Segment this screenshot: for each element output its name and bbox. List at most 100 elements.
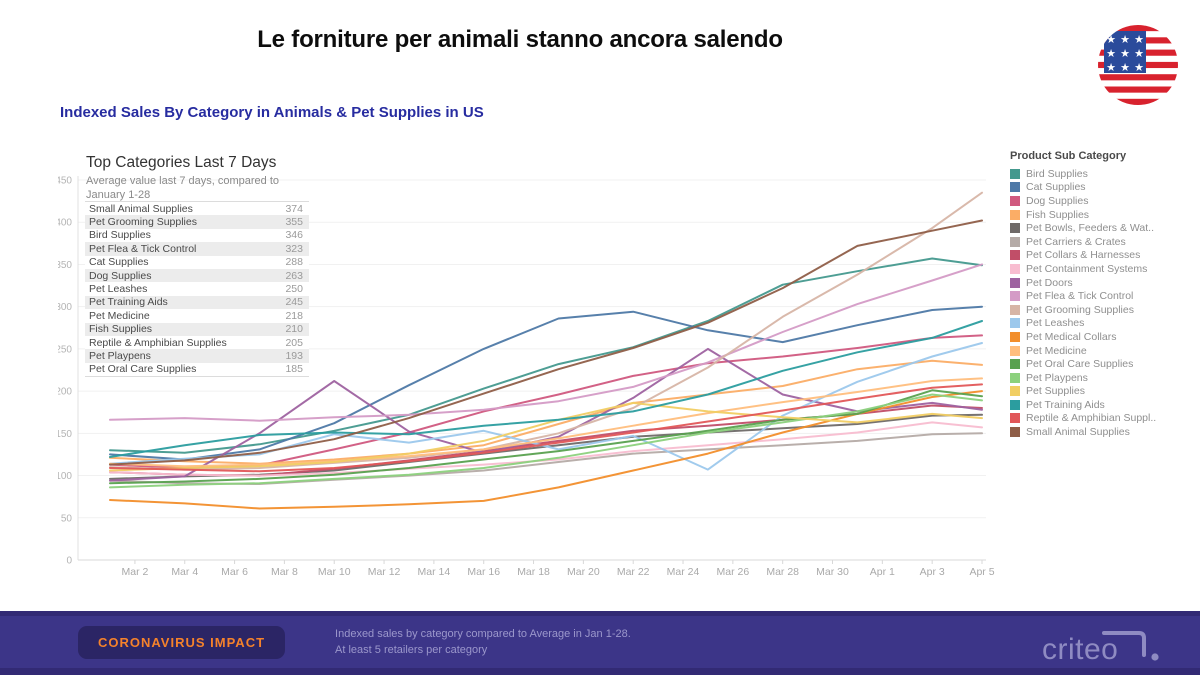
legend-swatch-icon <box>1010 236 1020 247</box>
table-row[interactable]: Pet Grooming Supplies 355 <box>85 215 309 229</box>
series-line[interactable] <box>109 219 983 466</box>
table-row[interactable]: Pet Medicine 218 <box>85 309 309 322</box>
legend-item[interactable]: Pet Bowls, Feeders & Wat.. <box>1010 221 1198 235</box>
table-row[interactable]: Small Animal Supplies 374 <box>85 202 309 215</box>
legend-item[interactable]: Pet Leashes <box>1010 317 1198 331</box>
series-line[interactable] <box>109 263 983 422</box>
table-row-value: 250 <box>285 283 303 296</box>
legend-item[interactable]: Pet Flea & Tick Control <box>1010 289 1198 303</box>
series-line[interactable] <box>109 320 983 458</box>
legend-swatch-icon <box>1010 372 1020 383</box>
svg-text:★: ★ <box>1120 33 1130 46</box>
table-row[interactable]: Cat Supplies 288 <box>85 256 309 269</box>
table-row[interactable]: Pet Flea & Tick Control 323 <box>85 242 309 256</box>
series-line[interactable] <box>109 342 983 471</box>
series-line[interactable] <box>109 390 983 510</box>
x-axis-tick-label: Mar 4 <box>171 566 198 578</box>
series-line[interactable] <box>109 377 983 468</box>
legend-item-label: Bird Supplies <box>1026 167 1088 180</box>
y-axis-tick-label: 150 <box>58 429 72 440</box>
legend-item[interactable]: Pet Training Aids <box>1010 398 1198 412</box>
x-axis-tick-label: Mar 12 <box>368 566 401 578</box>
table-row-label: Pet Playpens <box>89 349 151 362</box>
table-row[interactable]: Bird Supplies 346 <box>85 229 309 242</box>
x-axis-tick-label: Mar 30 <box>816 566 849 578</box>
x-axis-tick-label: Apr 5 <box>969 566 994 578</box>
table-row[interactable]: Dog Supplies 263 <box>85 268 309 283</box>
legend-item[interactable]: Pet Medicine <box>1010 344 1198 358</box>
y-axis-tick-label: 100 <box>58 471 72 482</box>
svg-text:★: ★ <box>1134 61 1144 74</box>
table-row-label: Pet Oral Care Supplies <box>89 363 197 376</box>
x-axis-tick-label: Mar 16 <box>467 566 500 578</box>
table-row[interactable]: Fish Supplies 210 <box>85 322 309 336</box>
table-row[interactable]: Reptile & Amphibian Supplies 205 <box>85 336 309 349</box>
table-row-label: Dog Supplies <box>89 269 152 282</box>
y-axis-tick-label: 400 <box>58 218 72 229</box>
legend-item[interactable]: Pet Doors <box>1010 276 1198 290</box>
x-axis-tick-label: Mar 26 <box>717 566 750 578</box>
legend-swatch-icon <box>1010 359 1020 370</box>
series-line[interactable] <box>109 393 983 489</box>
svg-text:★: ★ <box>1106 61 1116 74</box>
legend-item-label: Pet Flea & Tick Control <box>1026 290 1134 303</box>
svg-text:★: ★ <box>1120 47 1130 60</box>
series-line[interactable] <box>109 389 983 485</box>
table-row[interactable]: Pet Playpens 193 <box>85 349 309 363</box>
table-row-label: Small Animal Supplies <box>89 202 193 215</box>
legend-item-label: Dog Supplies <box>1026 194 1089 207</box>
legend-item-label: Pet Oral Care Supplies <box>1026 358 1134 371</box>
series-line[interactable] <box>109 257 983 454</box>
legend-item[interactable]: Cat Supplies <box>1010 181 1198 195</box>
legend-item-label: Pet Containment Systems <box>1026 262 1148 275</box>
legend-swatch-icon <box>1010 263 1020 274</box>
footer-note-line1: Indexed sales by category compared to Av… <box>335 627 631 640</box>
table-row[interactable]: Pet Training Aids 245 <box>85 295 309 310</box>
series-line[interactable] <box>109 383 983 473</box>
series-line[interactable] <box>109 421 983 477</box>
legend-item[interactable]: Pet Collars & Harnesses <box>1010 249 1198 263</box>
table-row-value: 346 <box>285 229 303 242</box>
legend-item-label: Small Animal Supplies <box>1026 426 1130 439</box>
legend-swatch-icon <box>1010 195 1020 206</box>
x-axis-tick-label: Mar 2 <box>121 566 148 578</box>
series-line[interactable] <box>109 305 983 461</box>
legend-item[interactable]: Pet Carriers & Crates <box>1010 235 1198 249</box>
svg-text:★: ★ <box>1106 33 1116 46</box>
legend-item-label: Pet Carriers & Crates <box>1026 235 1126 248</box>
y-axis-tick-label: 0 <box>66 556 72 567</box>
legend-item[interactable]: Bird Supplies <box>1010 167 1198 181</box>
x-axis-tick-label: Mar 8 <box>271 566 298 578</box>
legend-item[interactable]: Pet Containment Systems <box>1010 262 1198 276</box>
legend-item[interactable]: Dog Supplies <box>1010 194 1198 208</box>
footer-note: Indexed sales by category compared to Av… <box>335 626 631 659</box>
table-row-label: Cat Supplies <box>89 256 149 269</box>
legend-item[interactable]: Pet Medical Collars <box>1010 330 1198 344</box>
panel-title: Top Categories Last 7 Days <box>86 154 277 171</box>
legend-item[interactable]: Pet Oral Care Supplies <box>1010 357 1198 371</box>
legend-swatch-icon <box>1010 331 1020 342</box>
legend-swatch-icon <box>1010 168 1020 179</box>
legend-swatch-icon <box>1010 345 1020 356</box>
legend-item[interactable]: Pet Supplies <box>1010 385 1198 399</box>
legend-swatch-icon <box>1010 291 1020 302</box>
legend-item[interactable]: Pet Grooming Supplies <box>1010 303 1198 317</box>
legend-item[interactable]: Small Animal Supplies <box>1010 425 1198 439</box>
legend-swatch-icon <box>1010 386 1020 397</box>
chart-subtitle-heading: Indexed Sales By Category in Animals & P… <box>60 104 484 121</box>
legend-swatch-icon <box>1010 399 1020 410</box>
legend-items: Bird Supplies Cat Supplies Dog Supplies Fis… <box>1010 167 1198 439</box>
y-axis-tick-label: 200 <box>58 387 72 398</box>
y-axis-tick-label: 350 <box>58 260 72 271</box>
legend-item[interactable]: Pet Playpens <box>1010 371 1198 385</box>
series-line[interactable] <box>109 191 983 471</box>
x-axis-tick-label: Mar 20 <box>567 566 600 578</box>
table-row[interactable]: Pet Leashes 250 <box>85 282 309 295</box>
table-row[interactable]: Pet Oral Care Supplies 185 <box>85 363 309 376</box>
legend-item[interactable]: Reptile & Amphibian Suppl.. <box>1010 412 1198 426</box>
table-row-label: Pet Training Aids <box>89 296 168 309</box>
y-axis-tick-label: 50 <box>61 513 73 524</box>
legend-item[interactable]: Fish Supplies <box>1010 208 1198 222</box>
page-title: Le forniture per animali stanno ancora s… <box>257 26 783 53</box>
table-row-value: 245 <box>285 296 303 309</box>
